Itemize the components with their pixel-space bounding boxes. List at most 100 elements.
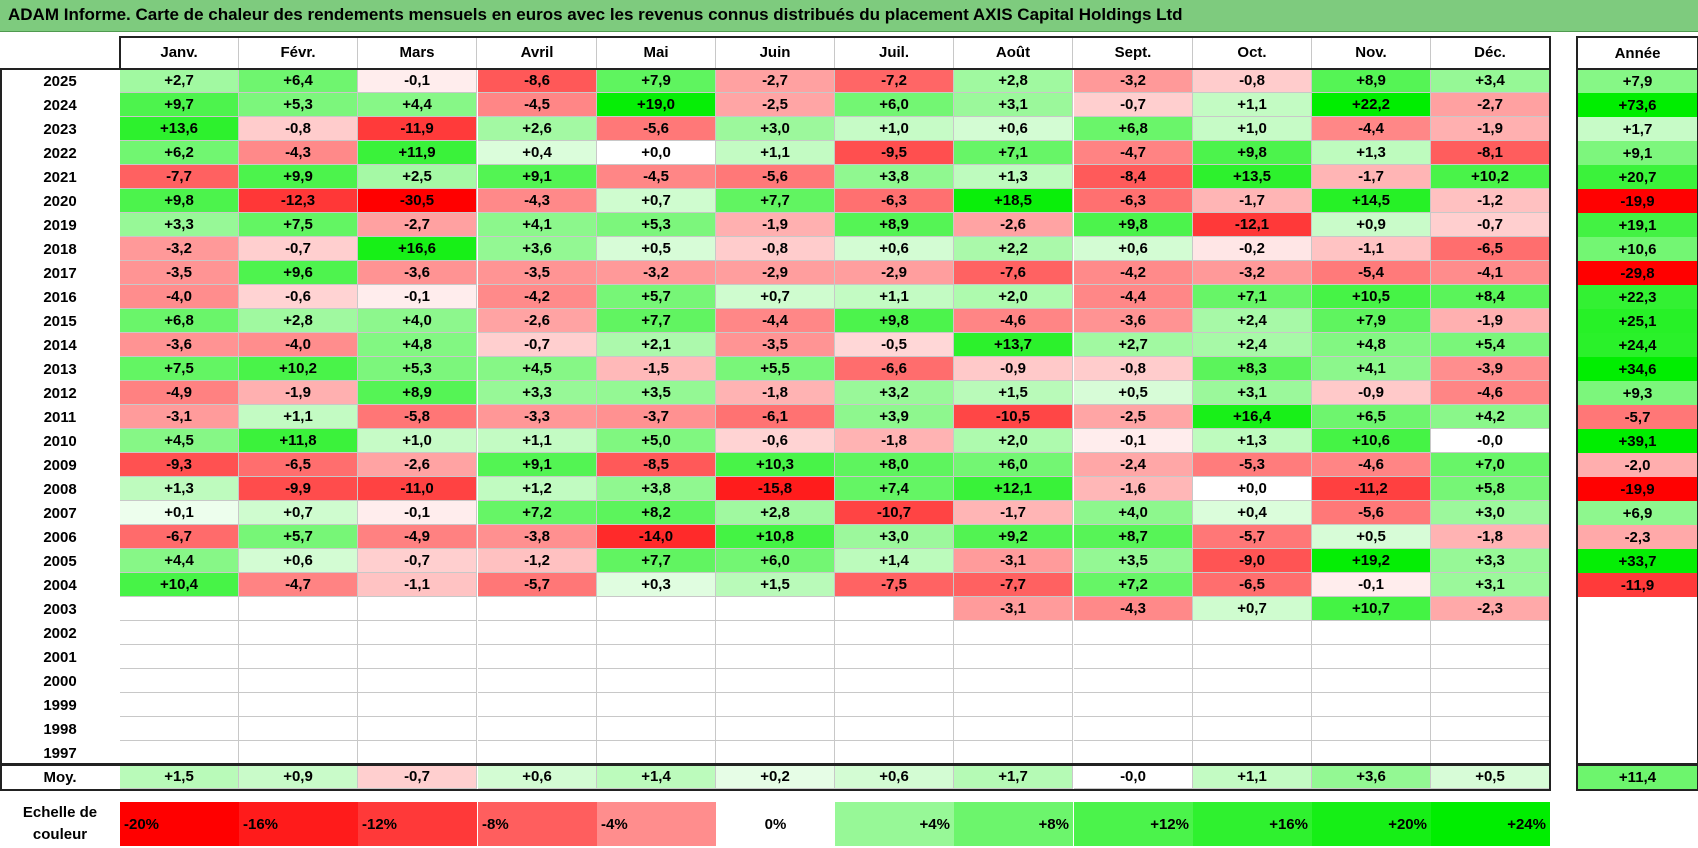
heatmap-cell: +0,9 — [1312, 213, 1431, 237]
heatmap-cell: +9,1 — [478, 165, 597, 189]
heatmap-cell — [358, 741, 477, 765]
annual-cell: +7,9 — [1577, 69, 1698, 93]
year-label: 2024 — [43, 96, 77, 114]
heatmap-cell — [716, 717, 835, 741]
heatmap-cell: -4,4 — [1074, 285, 1193, 309]
heatmap-cell: +4,0 — [1074, 501, 1193, 525]
heatmap-cell — [597, 717, 716, 741]
heatmap-cell: +1,3 — [954, 165, 1073, 189]
annual-cell: +24,4 — [1577, 333, 1698, 357]
year-label: 2008 — [43, 480, 77, 498]
heatmap-cell: +6,8 — [120, 309, 239, 333]
heatmap-cell: +2,7 — [120, 69, 239, 93]
heatmap-cell — [358, 597, 477, 621]
heatmap-cell: -3,5 — [120, 261, 239, 285]
heatmap-cell: -1,8 — [835, 429, 954, 453]
heatmap-cell: +7,1 — [954, 141, 1073, 165]
heatmap-cell: +16,6 — [358, 237, 477, 261]
heatmap-cell: +4,2 — [1431, 405, 1550, 429]
average-cell: +1,4 — [597, 765, 716, 789]
heatmap-cell: -3,1 — [954, 597, 1073, 621]
heatmap-cell: +19,2 — [1312, 549, 1431, 573]
heatmap-cell — [716, 621, 835, 645]
heatmap-cell: -5,6 — [597, 117, 716, 141]
heatmap-cell — [1193, 741, 1312, 765]
heatmap-cell: +6,2 — [120, 141, 239, 165]
heatmap-cell: -1,8 — [1431, 525, 1550, 549]
year-label: 2005 — [43, 552, 77, 570]
heatmap-cell: -1,8 — [716, 381, 835, 405]
heatmap-cell: -0,9 — [1312, 381, 1431, 405]
heatmap-cell: -4,1 — [1431, 261, 1550, 285]
heatmap-cell: -1,7 — [1312, 165, 1431, 189]
year-label: 2011 — [43, 408, 77, 426]
heatmap-cell: +5,8 — [1431, 477, 1550, 501]
heatmap-cell — [478, 741, 597, 765]
average-cell: +0,6 — [835, 765, 954, 789]
heatmap-cell — [835, 669, 954, 693]
heatmap-cell: -4,6 — [954, 309, 1073, 333]
heatmap-cell — [716, 669, 835, 693]
heatmap-cell: -30,5 — [358, 189, 477, 213]
heatmap-cell: +10,5 — [1312, 285, 1431, 309]
heatmap-cell: -3,5 — [478, 261, 597, 285]
heatmap-cell: +1,4 — [835, 549, 954, 573]
heatmap-cell: +8,9 — [358, 381, 477, 405]
annual-cell: +39,1 — [1577, 429, 1698, 453]
heatmap-cell: -6,5 — [1193, 573, 1312, 597]
heatmap-cell: -6,3 — [1074, 189, 1193, 213]
heatmap-cell: -3,6 — [1074, 309, 1193, 333]
heatmap-cell: +0,6 — [835, 237, 954, 261]
heatmap-cell: -3,9 — [1431, 357, 1550, 381]
heatmap-cell — [358, 693, 477, 717]
heatmap-cell: +0,4 — [1193, 501, 1312, 525]
annual-cell: -2,0 — [1577, 453, 1698, 477]
annual-cell — [1577, 621, 1698, 645]
heatmap-cell — [1431, 741, 1550, 765]
heatmap-cell: +6,4 — [239, 69, 358, 93]
heatmap-cell: -11,0 — [358, 477, 477, 501]
heatmap-cell: -14,0 — [597, 525, 716, 549]
annual-cell — [1577, 717, 1698, 741]
color-scale-stop: +16% — [1193, 802, 1312, 846]
heatmap-cell: +2,8 — [954, 69, 1073, 93]
heatmap-cell: +2,1 — [597, 333, 716, 357]
heatmap-cell: +10,7 — [1312, 597, 1431, 621]
heatmap-cell: -4,4 — [1312, 117, 1431, 141]
color-scale-stop: -12% — [358, 802, 477, 846]
heatmap-cell: -9,5 — [835, 141, 954, 165]
heatmap-cell: -5,8 — [358, 405, 477, 429]
heatmap-cell: +2,8 — [716, 501, 835, 525]
heatmap-cell: -11,9 — [358, 117, 477, 141]
heatmap-cell — [120, 669, 239, 693]
heatmap-cell — [1074, 645, 1193, 669]
average-cell: +1,7 — [954, 765, 1073, 789]
year-label: 1997 — [43, 744, 77, 762]
heatmap-cell — [597, 669, 716, 693]
heatmap-cell: +0,5 — [597, 237, 716, 261]
heatmap-cell: +10,6 — [1312, 429, 1431, 453]
heatmap-cell: +7,5 — [239, 213, 358, 237]
heatmap-cell — [1193, 621, 1312, 645]
heatmap-cell: +1,3 — [1193, 429, 1312, 453]
heatmap-cell: +7,9 — [597, 69, 716, 93]
heatmap-cell: -3,7 — [597, 405, 716, 429]
average-cell: +0,9 — [239, 765, 358, 789]
heatmap-cell — [716, 741, 835, 765]
average-label: Moy. — [43, 768, 77, 786]
heatmap-cell: +2,0 — [954, 285, 1073, 309]
year-label: 2009 — [43, 456, 77, 474]
heatmap-cell: +7,2 — [478, 501, 597, 525]
heatmap-cell: -6,3 — [835, 189, 954, 213]
heatmap-cell — [954, 693, 1073, 717]
heatmap-cell: +6,5 — [1312, 405, 1431, 429]
color-scale-stop: -16% — [239, 802, 358, 846]
heatmap-cell: -0,8 — [1193, 69, 1312, 93]
heatmap-cell: +5,7 — [597, 285, 716, 309]
annual-cell: -11,9 — [1577, 573, 1698, 597]
heatmap-cell — [239, 717, 358, 741]
heatmap-cell: -4,4 — [716, 309, 835, 333]
average-cell: -0,7 — [358, 765, 477, 789]
average-cell: +1,1 — [1193, 765, 1312, 789]
heatmap-cell: -5,4 — [1312, 261, 1431, 285]
